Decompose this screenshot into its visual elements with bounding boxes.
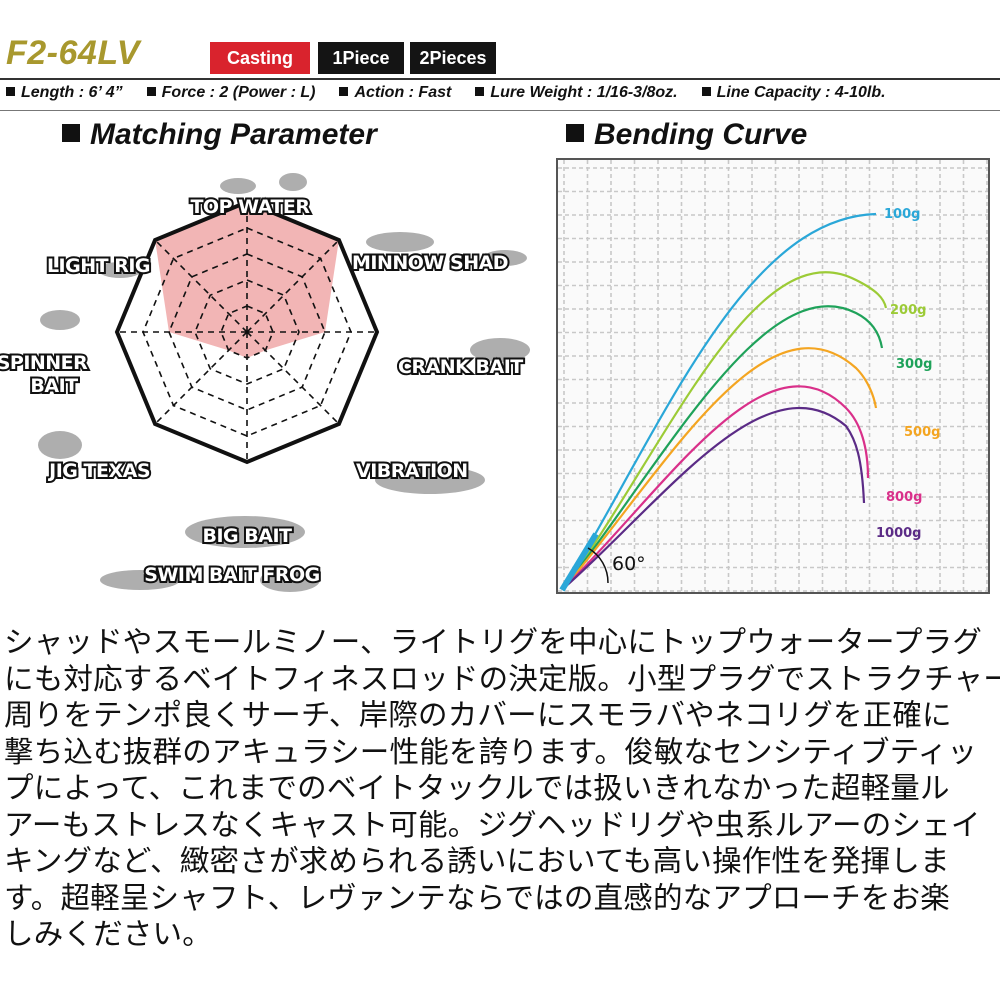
- bullet-icon: [6, 87, 15, 96]
- spinner-bait-icon: [40, 310, 80, 330]
- bending-curve-heading: Bending Curve: [566, 118, 807, 152]
- label-top-water: TOP WATER: [190, 196, 310, 218]
- description-line: しみください。: [4, 917, 212, 951]
- two-pieces-badge: 2Pieces: [410, 42, 496, 74]
- frog-lure-icon: [279, 173, 307, 191]
- spec-line-capacity: Line Capacity : 4-10lb.: [701, 84, 886, 108]
- matching-parameter-heading: Matching Parameter: [62, 118, 377, 152]
- heading-square-icon: [566, 124, 584, 142]
- spec-length: Length : 6’ 4”: [6, 84, 123, 108]
- description-line: 撃ち込む抜群のアキュラシー性能を誇ります。俊敏なセンシティブティッ: [4, 734, 978, 769]
- heading-square-icon: [62, 124, 80, 142]
- spec-force-text: Force : 2 (Power : L): [161, 84, 316, 101]
- bullet-icon: [146, 87, 156, 96]
- lure-silhouettes: [38, 173, 530, 592]
- spec-lure-weight-text: Lure Weight : 1/16-3/8oz.: [490, 84, 678, 101]
- description-line: シャッドやスモールミノー、ライトリグを中心にトップウォータープラグ: [4, 625, 983, 659]
- crank-bait-icon: [470, 338, 530, 362]
- label-spinner-bait-line1: SPINNER: [0, 352, 88, 374]
- radar-inner-ring: [168, 253, 326, 411]
- label-jig-texas: JIG TEXAS: [47, 460, 150, 482]
- label-swim-bait-frog: SWIM BAIT FROG: [144, 564, 319, 586]
- bending-curve-200g: [563, 271, 888, 589]
- curve-label-800g: 800g: [886, 490, 922, 505]
- matching-parameter-radar: TOP WATER MINNOW SHAD CRANK BAIT VIBRATI…: [0, 173, 530, 592]
- radar-inner-ring: [194, 279, 300, 385]
- curve-series: 100g 200g 300g 500g 800g 1000g: [559, 207, 940, 592]
- radar-inner-ring: [142, 227, 352, 437]
- big-bait-icon: [185, 516, 305, 548]
- rod-butt: [559, 532, 599, 592]
- curve-label-100g: 100g: [884, 207, 920, 222]
- bending-curve-heading-text: Bending Curve: [594, 118, 808, 151]
- description-line: 周りをテンポ良くサーチ、岸際のカバーにスモラバやネコリグを正確に: [4, 698, 952, 732]
- frog-icon: [260, 568, 320, 592]
- curve-label-200g: 200g: [890, 303, 926, 318]
- bending-curve-1000g: [563, 406, 866, 589]
- angle-label: 60°: [612, 553, 646, 575]
- spec-action-text: Action : Fast: [354, 84, 452, 101]
- spec-force: Force : 2 (Power : L): [146, 84, 316, 108]
- casting-badge: Casting: [210, 42, 310, 74]
- matching-parameter-heading-text: Matching Parameter: [90, 118, 377, 151]
- swim-bait-icon: [100, 570, 180, 590]
- radar-outer-ring: [114, 199, 380, 465]
- bending-curve-800g: [563, 385, 870, 589]
- curve-label-300g: 300g: [896, 357, 932, 372]
- label-big-bait: BIG BAIT: [203, 525, 293, 547]
- description-text: シャッドやスモールミノー、ライトリグを中心にトップウォータープラグ にも対応する…: [4, 624, 1000, 953]
- label-minnow-shad: MINNOW SHAD: [352, 252, 508, 274]
- label-crank-bait: CRANK BAIT: [398, 356, 523, 378]
- bullet-icon: [475, 87, 485, 96]
- description-line: アーもストレスなくキャスト可能。ジグヘッドリグや虫系ルアーのシェイ: [4, 807, 981, 842]
- description-line: プによって、これまでのベイトタックルでは扱いきれなかった超軽量ル: [4, 771, 950, 805]
- spec-line-capacity-text: Line Capacity : 4-10lb.: [716, 84, 886, 101]
- spec-lure-weight: Lure Weight : 1/16-3/8oz.: [475, 84, 678, 108]
- spec-length-text: Length : 6’ 4”: [21, 84, 123, 101]
- angle-arc: [587, 547, 609, 584]
- curve-label-1000g: 1000g: [876, 526, 922, 541]
- bending-curve-300g: [563, 305, 884, 589]
- light-rig-icon: [98, 262, 142, 278]
- shad-lure-icon: [483, 250, 527, 266]
- label-light-rig: LIGHT RIG: [47, 255, 150, 277]
- spec-list: Length : 6’ 4” Force : 2 (Power : L) Act…: [6, 84, 910, 108]
- description-line: す。超軽呈シャフト、レヴァンテならではの直感的なアプローチをお楽: [4, 880, 950, 915]
- label-spinner-bait-line2: BAIT: [30, 375, 78, 397]
- model-title: F2-64LV: [6, 34, 140, 72]
- bullet-icon: [339, 87, 349, 96]
- description-line: キングなど、緻密さが求められる誘いにおいても高い操作性を発揮しま: [4, 844, 950, 878]
- spec-divider: [0, 110, 1000, 111]
- jig-icon: [38, 431, 82, 459]
- spec-action: Action : Fast: [339, 84, 451, 108]
- vibration-lure-icon: [375, 466, 485, 494]
- chart-grid: [558, 160, 988, 592]
- topwater-lure-icon: [220, 178, 256, 194]
- label-vibration: VIBRATION: [356, 460, 468, 482]
- header-divider: [0, 78, 1000, 80]
- one-piece-badge: 1Piece: [318, 42, 404, 74]
- radar-rings: [114, 199, 380, 465]
- curve-label-500g: 500g: [904, 425, 940, 440]
- minnow-lure-icon: [366, 232, 434, 252]
- bending-curve-500g: [563, 347, 878, 589]
- bending-curve-100g: [563, 212, 877, 589]
- description-line: にも対応するベイトフィネスロッドの決定版。小型プラグでストラクチャー: [4, 661, 1000, 696]
- bullet-icon: [701, 87, 711, 96]
- bending-curve-chart: 100g 200g 300g 500g 800g 1000g 60°: [556, 158, 990, 594]
